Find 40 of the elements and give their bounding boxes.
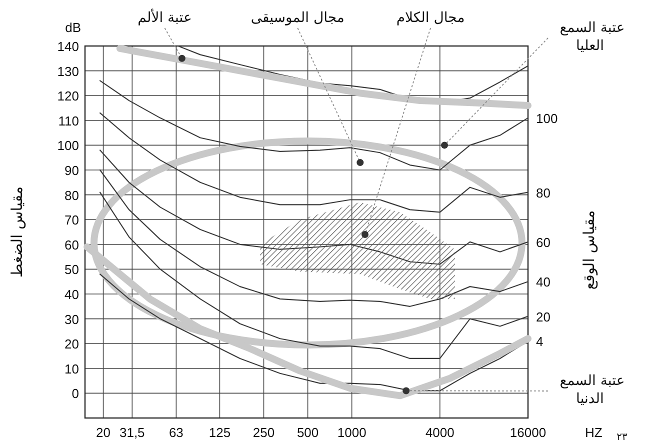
x-tick-label: 20 bbox=[96, 425, 111, 440]
series-label: 100 bbox=[536, 110, 558, 126]
annotation: عتبة السمع العليا bbox=[555, 20, 625, 54]
y-axis-title: مقياس الضغط bbox=[8, 186, 26, 278]
y-tick-label: 130 bbox=[57, 64, 79, 79]
series-label: 4 bbox=[536, 334, 544, 350]
y-tick-label: 50 bbox=[64, 262, 79, 278]
y-tick-label: 0 bbox=[72, 386, 79, 402]
x-tick-label: 4000 bbox=[425, 425, 454, 440]
annotation: عتبة السمع الدنيا bbox=[555, 373, 625, 407]
series-label: 60 bbox=[536, 234, 550, 250]
series-label: 80 bbox=[536, 185, 550, 200]
series-label: 20 bbox=[536, 309, 550, 324]
x-tick-label: 63 bbox=[168, 425, 184, 440]
x-tick-label: 500 bbox=[296, 425, 319, 440]
annotation: مجال الموسيقى bbox=[250, 10, 344, 26]
y-tick-label: 100 bbox=[57, 138, 79, 154]
x-tick-label: 250 bbox=[252, 425, 275, 440]
y-tick-label: 40 bbox=[64, 287, 79, 302]
text: ٢٣ bbox=[616, 432, 628, 443]
y-tick-label: 80 bbox=[64, 188, 79, 203]
y-tick-label: 20 bbox=[64, 336, 79, 352]
x-axis-title: HZ bbox=[585, 425, 602, 440]
x-tick-label: 16000 bbox=[510, 425, 546, 440]
x-tick-label: 125 bbox=[208, 425, 231, 440]
annotation: عتبة الألم bbox=[138, 8, 192, 26]
x-tick-label: 31,5 bbox=[119, 425, 145, 440]
y-tick-label: 140 bbox=[57, 39, 79, 54]
y-tick-label: 60 bbox=[64, 237, 79, 252]
x-tick-label: 1000 bbox=[337, 425, 366, 440]
y-tick-label: 90 bbox=[64, 163, 79, 178]
text: dB bbox=[65, 20, 81, 35]
y2-axis-title: مقياس الوقع bbox=[580, 210, 598, 290]
y-tick-label: 120 bbox=[57, 88, 79, 104]
series-label: 40 bbox=[536, 274, 550, 290]
y-tick-label: 30 bbox=[64, 312, 79, 327]
y-tick-label: 110 bbox=[58, 113, 79, 128]
annotation: مجال الكلام bbox=[396, 10, 465, 26]
y-tick-label: 10 bbox=[64, 361, 79, 376]
y-tick-label: 70 bbox=[64, 212, 79, 228]
